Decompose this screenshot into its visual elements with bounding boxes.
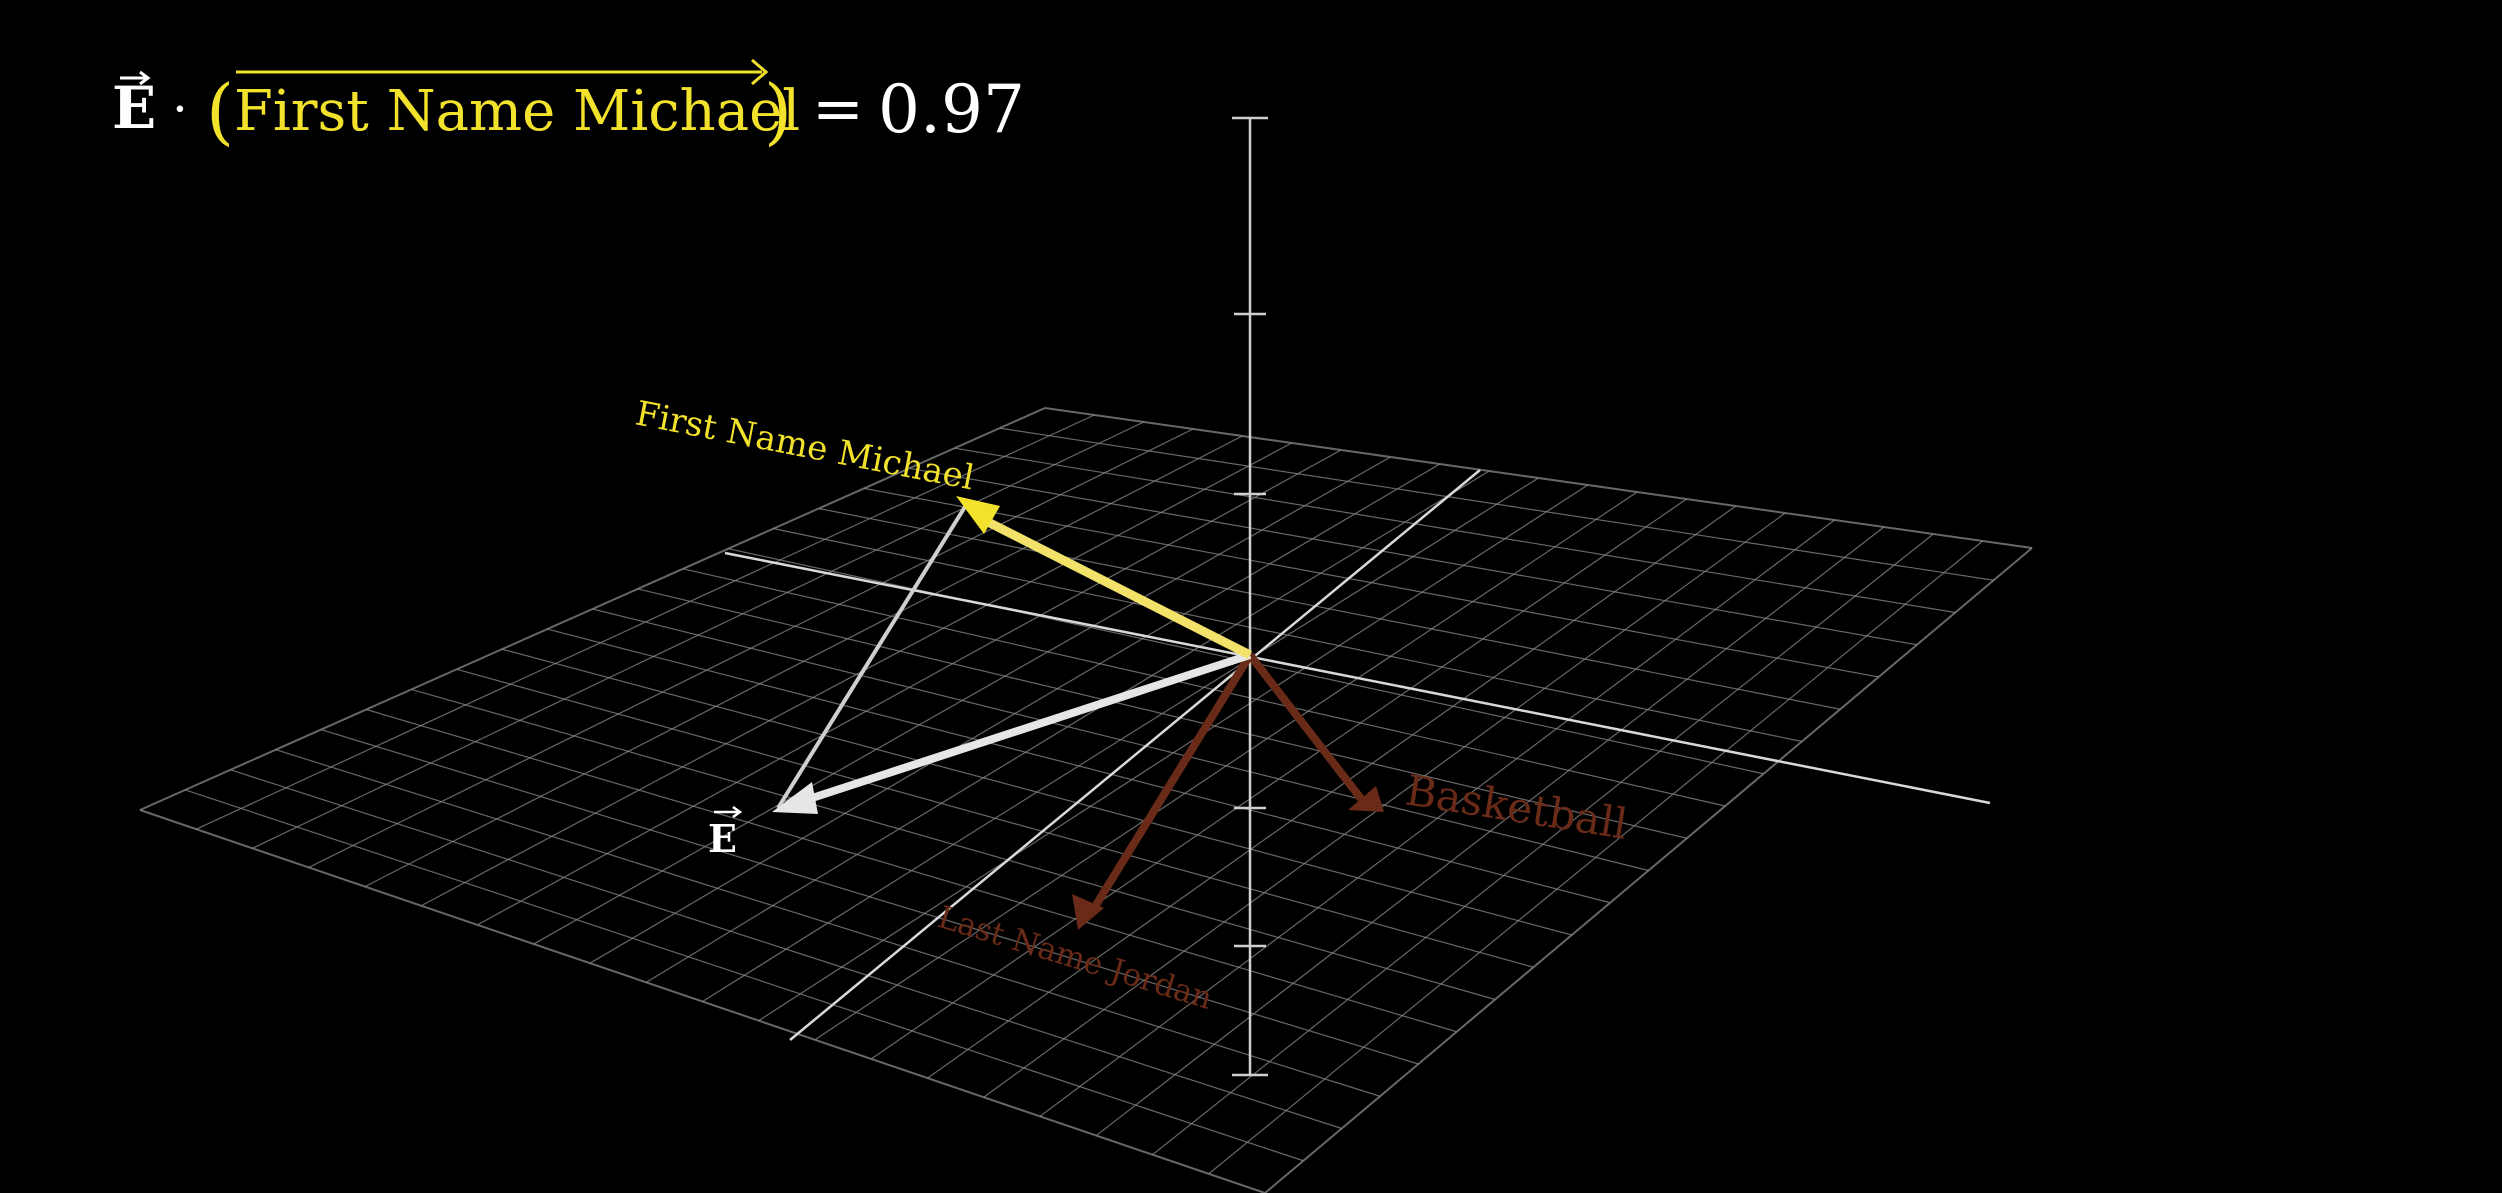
first-name-michael-term: ( First Name Michael ) — [206, 58, 800, 153]
grid-line-u — [1039, 519, 1835, 1117]
grid-line-u — [1095, 526, 1885, 1137]
e-vector-symbol: E — [112, 70, 156, 142]
e-vector-arrowhead — [772, 782, 818, 814]
last-name-jordan-vector — [1072, 652, 1254, 930]
grid-plane — [139, 407, 2033, 1193]
vector-overline-arrowhead — [751, 58, 769, 86]
axes — [724, 116, 1991, 1077]
x-axis — [724, 551, 1991, 805]
e-vector-label-group: E — [708, 805, 743, 861]
equation-vector-label: First Name Michael — [234, 79, 800, 144]
grid-line-u — [1264, 547, 2033, 1193]
first-name-michael-vector — [956, 496, 1253, 660]
grid-line-v — [366, 708, 1457, 1033]
right-paren: ) — [764, 69, 792, 153]
grid-line-v — [411, 688, 1496, 1001]
basketball-label: Basketball — [1402, 765, 1630, 848]
grid-line-v — [185, 789, 1304, 1162]
dot-operator: · — [172, 80, 188, 138]
grid-line-u — [983, 512, 1786, 1098]
grid-line-v — [592, 608, 1649, 872]
grid-line-u — [814, 491, 1638, 1041]
y-axis — [789, 469, 1481, 1041]
grid-line-u — [927, 505, 1737, 1079]
equals-sign: = — [812, 72, 864, 145]
grid-line-v — [230, 769, 1342, 1130]
grid-line-v — [456, 668, 1534, 968]
left-paren: ( — [206, 69, 234, 153]
grid-line-u — [758, 484, 1589, 1022]
basketball-vector — [1246, 652, 1384, 812]
grid-line-v — [547, 628, 1611, 904]
grid-line-v — [275, 749, 1381, 1097]
basketball-arrowhead — [1348, 786, 1384, 812]
grid-line-u — [1208, 540, 1984, 1175]
dot-product-value: 0.97 — [878, 71, 1025, 148]
grid-line-u — [870, 498, 1687, 1060]
last-name-jordan-arrowhead — [1072, 894, 1104, 930]
e-vector-label: E — [708, 816, 737, 861]
equation-e-symbol: E — [112, 74, 156, 142]
first-name-michael-label: First Name Michael — [632, 394, 977, 499]
e-vector — [772, 651, 1252, 814]
grid-line-v — [320, 729, 1419, 1065]
grid-line-u — [1152, 533, 1934, 1156]
grid-line-v — [501, 648, 1572, 936]
projection-line — [776, 500, 970, 810]
equation: E · ( First Name Michael ) = 0.97 — [112, 58, 1025, 153]
grid-line-v — [139, 809, 1266, 1193]
first-name-michael-arrowhead — [956, 496, 1000, 534]
z-axis-ticks — [1232, 116, 1268, 1077]
